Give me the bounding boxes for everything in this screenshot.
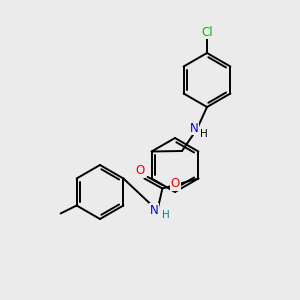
Text: Cl: Cl (201, 26, 213, 38)
Text: N: N (190, 122, 198, 134)
Text: H: H (200, 129, 208, 139)
Text: N: N (150, 204, 159, 217)
Text: O: O (171, 177, 180, 190)
Text: O: O (136, 164, 145, 177)
Text: H: H (161, 211, 169, 220)
